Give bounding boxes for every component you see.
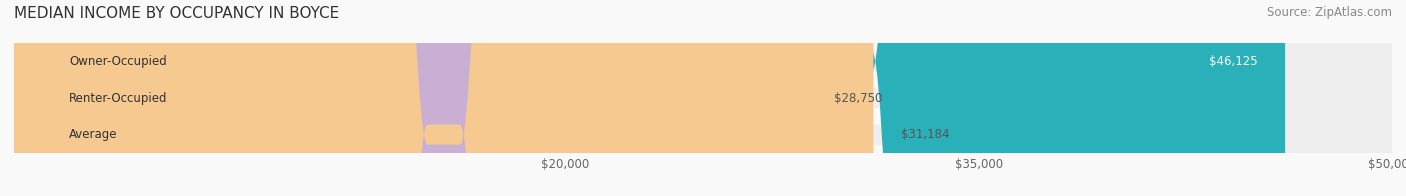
FancyBboxPatch shape: [14, 0, 1392, 196]
Text: Average: Average: [69, 128, 118, 141]
FancyBboxPatch shape: [14, 0, 1392, 196]
FancyBboxPatch shape: [14, 0, 1392, 196]
FancyBboxPatch shape: [14, 0, 807, 196]
Text: Source: ZipAtlas.com: Source: ZipAtlas.com: [1267, 6, 1392, 19]
Text: Renter-Occupied: Renter-Occupied: [69, 92, 167, 104]
Text: Owner-Occupied: Owner-Occupied: [69, 55, 167, 68]
Text: $28,750: $28,750: [834, 92, 883, 104]
Text: $31,184: $31,184: [901, 128, 949, 141]
Text: MEDIAN INCOME BY OCCUPANCY IN BOYCE: MEDIAN INCOME BY OCCUPANCY IN BOYCE: [14, 6, 339, 21]
Text: $46,125: $46,125: [1209, 55, 1257, 68]
FancyBboxPatch shape: [14, 0, 1285, 196]
FancyBboxPatch shape: [14, 0, 873, 196]
